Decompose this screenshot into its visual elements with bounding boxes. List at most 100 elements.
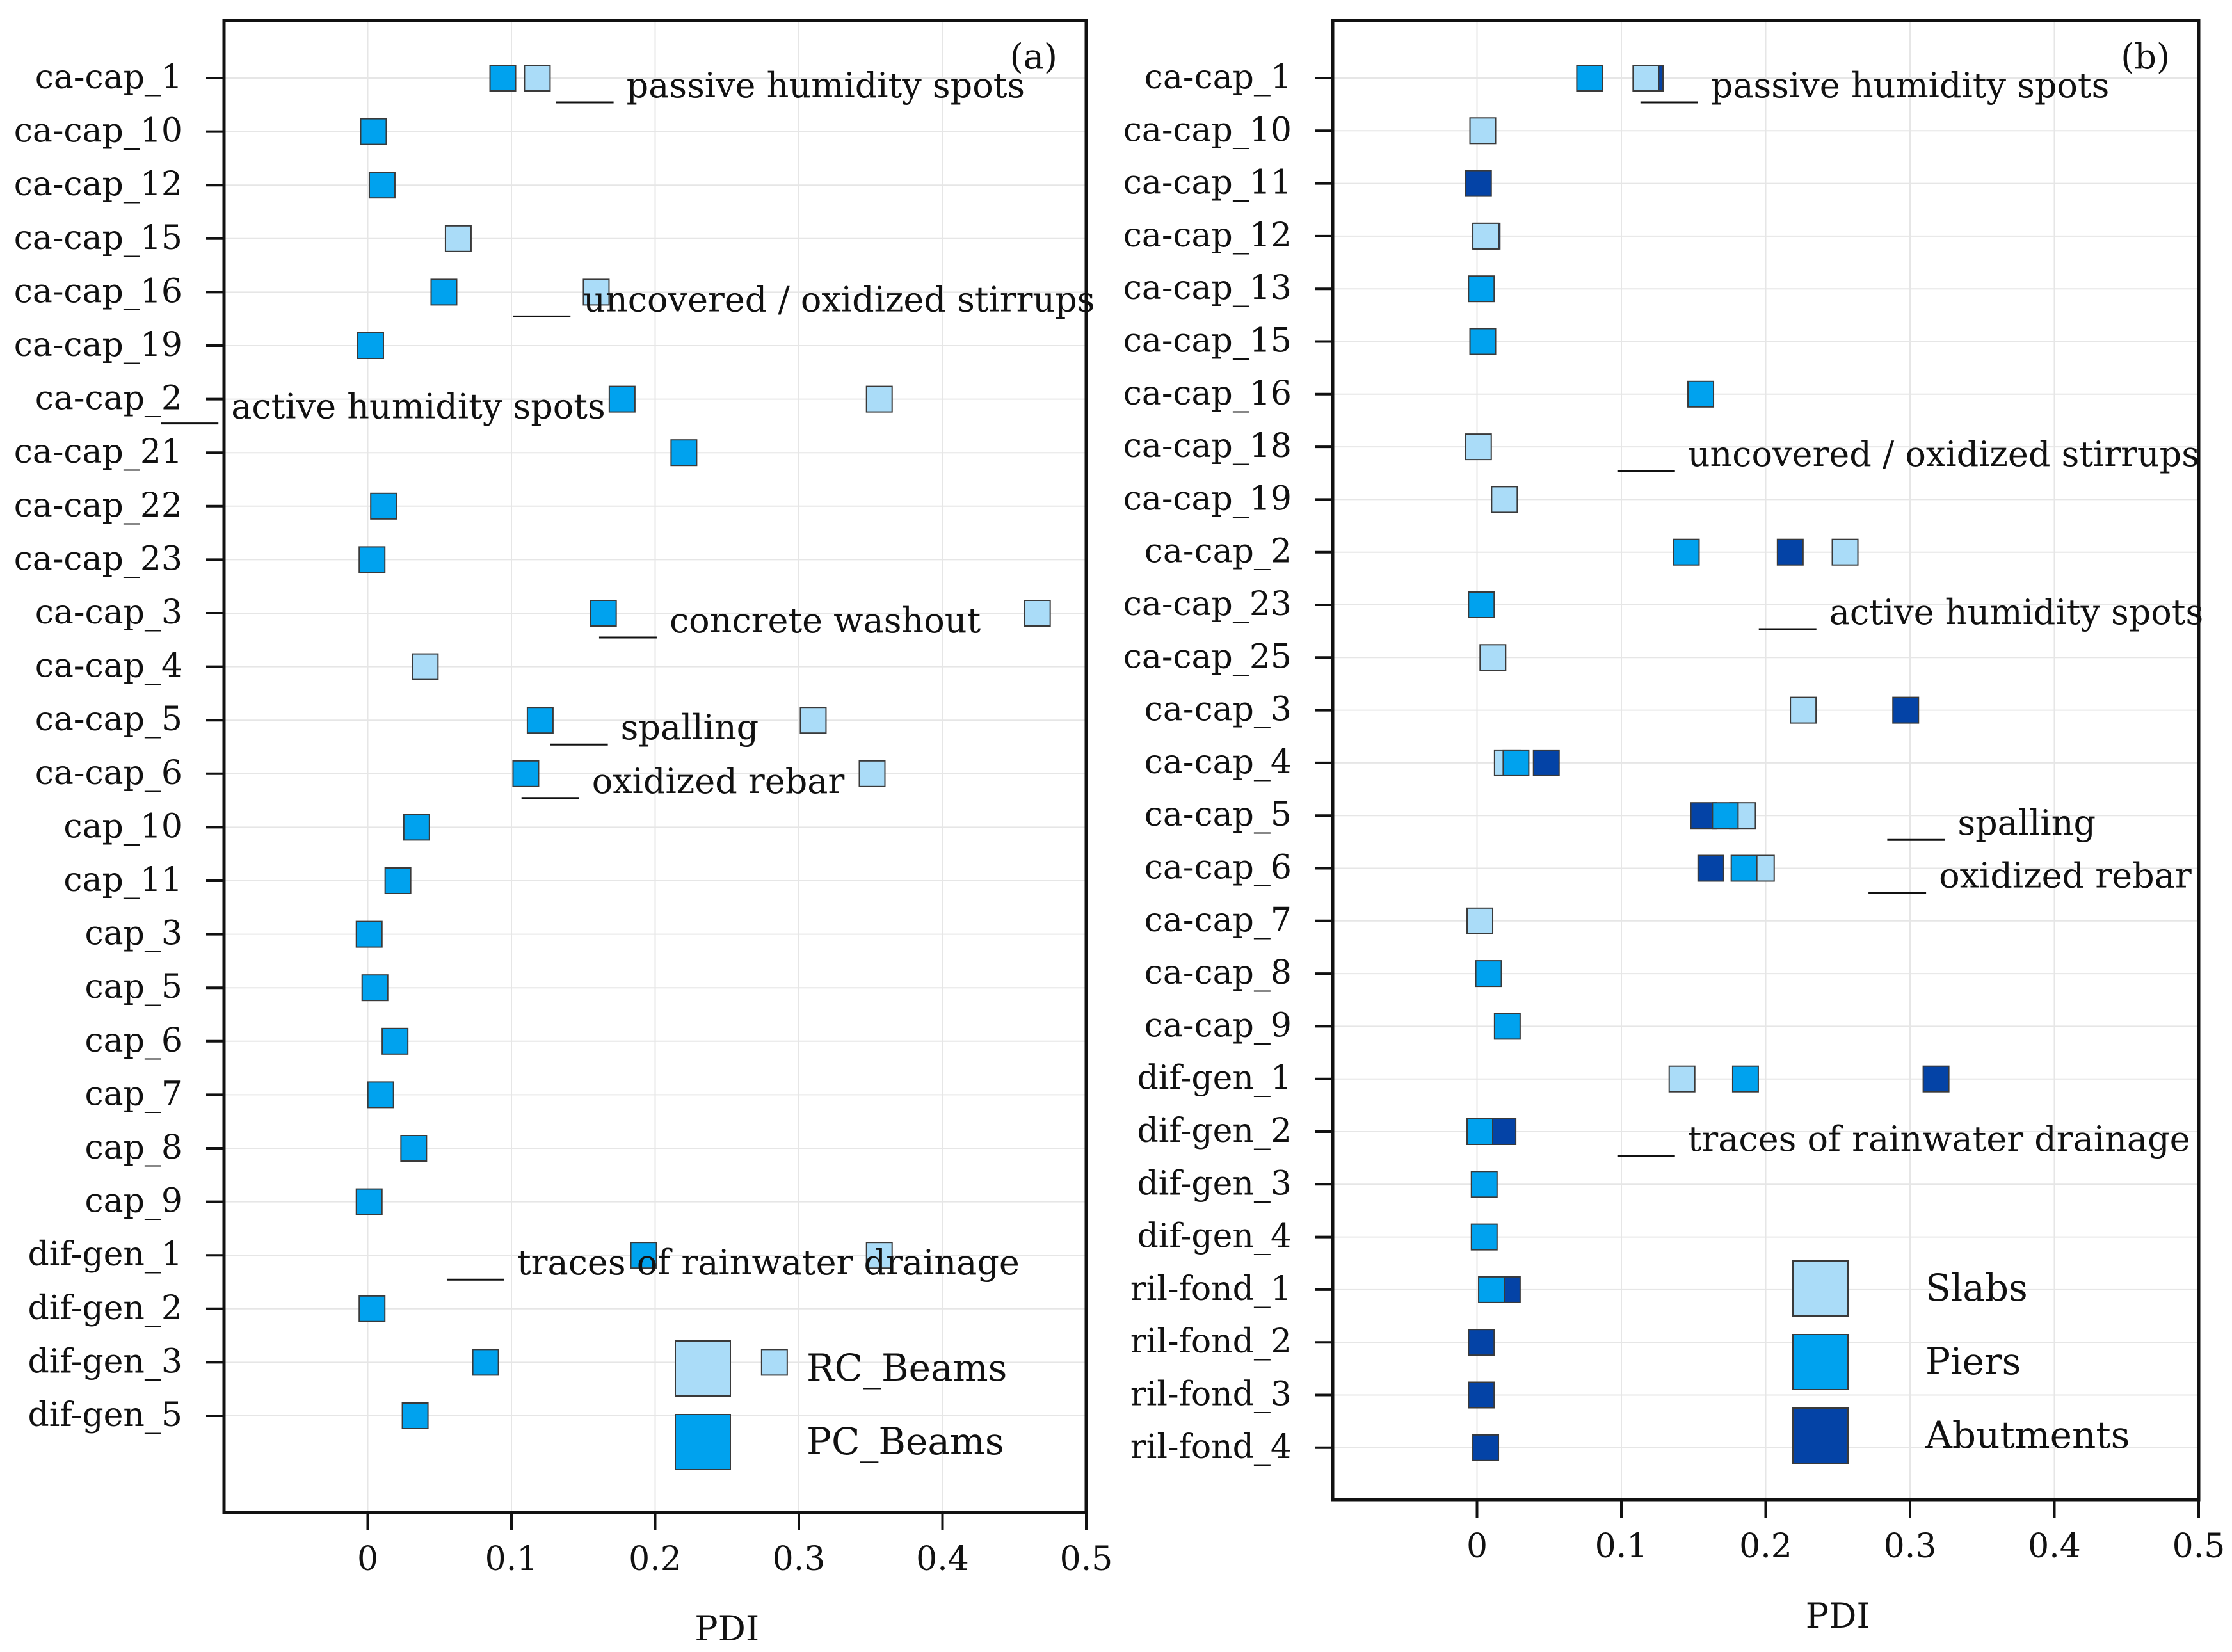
y-tick-label: ca-cap_6: [1144, 849, 1292, 887]
y-tick-label: ca-cap_15: [14, 219, 182, 257]
data-marker-rc-beams: [760, 1349, 788, 1376]
data-marker-pc-beams: [590, 600, 617, 627]
y-tick-label: ca-cap_25: [1123, 638, 1292, 676]
data-marker-piers: [1673, 538, 1700, 566]
data-marker-rc-beams: [582, 278, 610, 306]
data-marker-abutments: [1489, 1118, 1517, 1145]
data-marker-pc-beams: [358, 546, 386, 573]
data-marker-rc-beams: [412, 653, 439, 680]
data-marker-slabs: [1465, 433, 1492, 461]
data-marker-pc-beams: [608, 385, 636, 413]
data-marker-abutments: [1892, 696, 1920, 724]
annotation-label: concrete washout: [670, 600, 981, 641]
y-tick-label: ca-cap_8: [1144, 954, 1292, 992]
data-marker-pc-beams: [489, 65, 517, 92]
data-marker-pc-beams: [355, 920, 383, 948]
y-tick-label: ril-fond_1: [1130, 1270, 1292, 1308]
annotation-label: spalling: [621, 707, 759, 748]
legend-label: Piers: [1925, 1340, 2021, 1383]
panel-label: (b): [2121, 36, 2170, 77]
y-tick-label: ca-cap_19: [1123, 479, 1292, 518]
data-marker-piers: [1470, 1223, 1498, 1251]
y-tick-label: cap_9: [85, 1182, 183, 1221]
legend-label: Abutments: [1925, 1413, 2130, 1457]
y-tick-label: cap_7: [85, 1075, 183, 1113]
x-tick-label: 0.1: [485, 1540, 538, 1578]
y-tick-label: ca-cap_3: [35, 593, 182, 632]
x-tick-label: 0: [357, 1540, 378, 1578]
y-tick-label: ca-cap_10: [1123, 111, 1292, 149]
data-marker-piers: [1469, 328, 1497, 355]
data-marker-pc-beams: [358, 1295, 386, 1322]
y-tick-label: ca-cap_12: [14, 165, 182, 204]
data-marker-piers: [1475, 960, 1502, 988]
y-tick-label: ca-cap_7: [1144, 901, 1292, 940]
y-tick-label: ca-cap_23: [14, 540, 182, 578]
data-marker-pc-beams: [367, 1081, 394, 1109]
x-tick-label: 0.2: [629, 1540, 682, 1578]
data-marker-abutments: [1465, 170, 1492, 197]
legend-swatch: [1792, 1260, 1849, 1317]
data-marker-rc-beams: [865, 385, 893, 413]
data-marker-pc-beams: [360, 118, 387, 145]
y-tick-label: ca-cap_4: [1144, 743, 1292, 782]
data-marker-slabs: [1472, 222, 1500, 250]
data-marker-slabs: [1469, 117, 1497, 145]
y-tick-label: dif-gen_2: [28, 1289, 182, 1327]
data-marker-pc-beams: [472, 1349, 499, 1376]
y-tick-label: dif-gen_5: [28, 1396, 182, 1434]
panel-label: (a): [1010, 36, 1057, 77]
y-tick-label: ca-cap_12: [1123, 216, 1292, 255]
data-marker-rc-beams: [524, 65, 551, 92]
annotation-label: active humidity spots: [1829, 592, 2203, 632]
y-tick-label: ca-cap_13: [1123, 269, 1292, 307]
annotation-label: traces of rainwater drainage: [1688, 1119, 2190, 1159]
data-marker-slabs: [1831, 538, 1859, 566]
data-marker-pc-beams: [368, 172, 396, 199]
data-marker-slabs: [1632, 65, 1660, 92]
data-marker-piers: [1730, 854, 1758, 882]
data-marker-rc-beams: [858, 760, 886, 787]
y-tick-label: ca-cap_19: [14, 326, 182, 364]
data-marker-pc-beams: [670, 439, 698, 467]
data-marker-abutments: [1468, 1329, 1495, 1356]
legend-label: Slabs: [1925, 1266, 2028, 1310]
annotation-label: passive humidity spots: [627, 65, 1025, 106]
y-tick-label: ca-cap_9: [1144, 1006, 1292, 1045]
data-marker-pc-beams: [361, 974, 389, 1002]
x-tick-label: 0.3: [773, 1540, 826, 1578]
y-tick-label: ca-cap_23: [1123, 585, 1292, 623]
data-marker-abutments: [1472, 1434, 1500, 1461]
data-marker-rc-beams: [1024, 600, 1051, 627]
annotation-label: oxidized rebar: [1939, 856, 2192, 896]
y-tick-label: dif-gen_3: [28, 1342, 182, 1381]
y-tick-label: ca-cap_18: [1123, 427, 1292, 465]
data-marker-slabs: [1790, 696, 1817, 724]
data-marker-piers: [1478, 1276, 1505, 1303]
data-marker-slabs: [1491, 486, 1518, 513]
y-tick-label: ca-cap_1: [35, 58, 182, 97]
data-marker-rc-beams: [865, 1242, 893, 1269]
data-marker-pc-beams: [526, 707, 554, 734]
y-tick-label: dif-gen_3: [1137, 1164, 1292, 1203]
data-marker-rc-beams: [444, 225, 472, 252]
x-tick-label: 0.3: [1884, 1527, 1937, 1566]
y-tick-label: dif-gen_1: [28, 1235, 182, 1274]
annotation-label: uncovered / oxidized stirrups: [1688, 434, 2199, 474]
data-marker-pc-beams: [512, 760, 540, 787]
data-marker-abutments: [1922, 1065, 1950, 1093]
y-tick-label: cap_8: [85, 1128, 183, 1167]
data-marker-piers: [1502, 749, 1530, 776]
annotation-label: uncovered / oxidized stirrups: [583, 279, 1095, 319]
y-tick-label: ca-cap_1: [1144, 58, 1292, 97]
legend-swatch: [1792, 1407, 1849, 1464]
y-tick-label: ca-cap_10: [14, 112, 182, 150]
annotation-label: oxidized rebar: [592, 761, 845, 801]
data-marker-slabs: [1668, 1065, 1696, 1093]
legend-swatch: [1792, 1334, 1849, 1390]
y-tick-label: ca-cap_15: [1123, 322, 1292, 360]
data-marker-rc-beams: [799, 707, 827, 734]
data-marker-piers: [1468, 591, 1495, 618]
data-marker-abutments: [1776, 538, 1804, 566]
y-tick-label: ril-fond_2: [1130, 1322, 1292, 1361]
